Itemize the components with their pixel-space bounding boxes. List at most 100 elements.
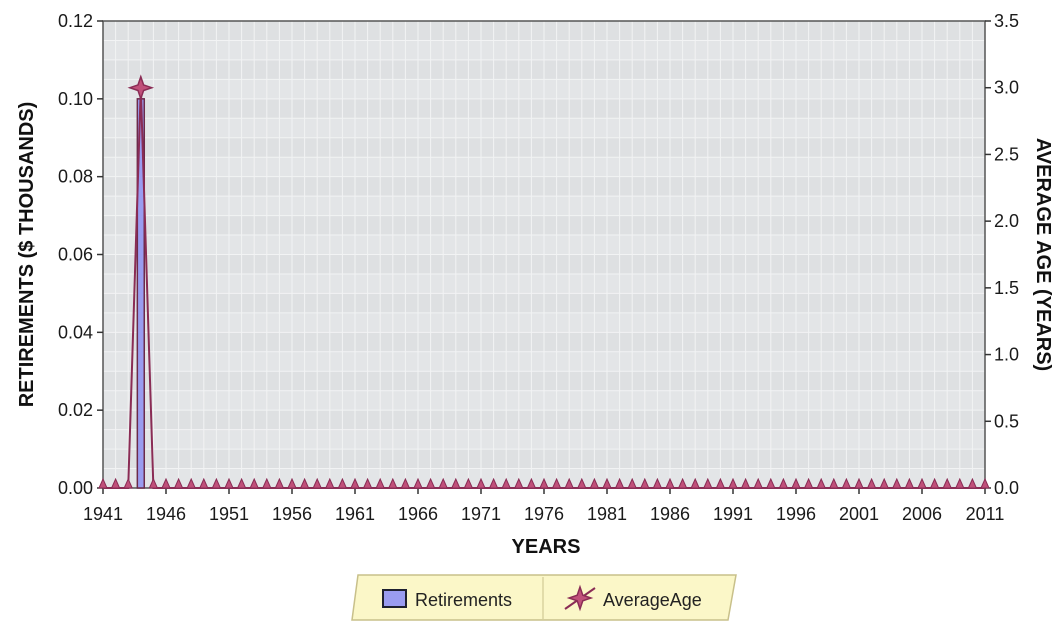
averageage-point	[917, 477, 927, 489]
averageage-point	[652, 477, 663, 489]
averageage-point	[337, 477, 348, 489]
y2-axis-tick-label: 1.0	[994, 345, 1019, 365]
x-axis-tick-label: 1966	[398, 504, 438, 524]
y-axis-tick-label: 0.04	[58, 322, 93, 342]
averageage-point	[413, 477, 423, 489]
averageage-point	[728, 477, 738, 489]
grid-lines	[102, 20, 986, 489]
averageage-point	[98, 477, 108, 489]
legend-label-retirements: Retirements	[415, 590, 512, 610]
averageage-point	[841, 477, 852, 489]
averageage-point	[274, 477, 285, 489]
x-axis-tick-label: 1991	[713, 504, 753, 524]
averageage-point	[803, 477, 814, 489]
x-axis-tick-label: 2011	[966, 504, 1005, 524]
y-axis-tick-label: 0.00	[58, 478, 93, 498]
averageage-point	[854, 477, 864, 489]
y-axis-tick-label: 0.08	[58, 167, 93, 187]
averageage-point	[955, 477, 965, 489]
x-axis-tick-label: 1951	[209, 504, 249, 524]
averageage-point	[589, 477, 600, 489]
averageage-point	[325, 477, 335, 489]
averageage-point	[350, 477, 360, 489]
averageage-point	[388, 477, 398, 489]
averageage-point	[127, 74, 155, 102]
averageage-point	[980, 477, 990, 489]
x-axis-tick-label: 1946	[146, 504, 186, 524]
y2-axis-tick-label: 2.0	[994, 211, 1019, 231]
averageage-point	[967, 477, 978, 489]
averageage-point	[526, 477, 537, 489]
legend-label-averageage: AverageAge	[603, 590, 702, 610]
x-axis-tick-label: 1986	[650, 504, 690, 524]
averageage-point	[551, 477, 562, 489]
averageage-point	[476, 477, 486, 489]
y-axis-tick-label: 0.12	[58, 11, 93, 31]
averageage-point	[677, 477, 688, 489]
averageage-point	[299, 477, 310, 489]
averageage-point	[577, 477, 587, 489]
averageage-point	[690, 477, 700, 489]
averageage-point	[224, 477, 234, 489]
averageage-point	[791, 477, 801, 489]
averageage-point	[123, 477, 133, 489]
averageage-point	[866, 477, 877, 489]
averageage-point	[904, 477, 915, 489]
averageage-point	[614, 477, 625, 489]
averageage-point	[199, 477, 209, 489]
averageage-point	[879, 477, 889, 489]
averageage-point	[110, 477, 121, 489]
averageage-point	[262, 477, 272, 489]
averageage-point	[929, 477, 940, 489]
y2-axis-tick-label: 1.5	[994, 278, 1019, 298]
y-axis-tick-label: 0.06	[58, 245, 93, 265]
x-axis-tick-label: 1981	[587, 504, 627, 524]
averageage-point	[740, 477, 751, 489]
y2-axis-title: AVERAGE AGE (YEARS)	[1032, 138, 1054, 371]
averageage-point	[703, 477, 713, 489]
y2-axis-tick-label: 0.0	[994, 478, 1019, 498]
averageage-point	[766, 477, 776, 489]
y2-axis-tick-label: 3.5	[994, 11, 1019, 31]
y-axis-title: RETIREMENTS ($ THOUSANDS)	[16, 102, 38, 408]
averageage-point	[942, 477, 952, 489]
y2-axis-tick-label: 3.0	[994, 78, 1019, 98]
averageage-point	[148, 477, 159, 489]
averageage-point	[640, 477, 650, 489]
x-axis-tick-label: 1941	[83, 504, 123, 524]
legend-swatch-retirements	[382, 589, 407, 608]
averageage-point	[362, 477, 373, 489]
y2-axis-tick-label: 2.5	[994, 144, 1019, 164]
averageage-point	[829, 477, 839, 489]
x-axis-tick-label: 1976	[524, 504, 564, 524]
averageage-point	[249, 477, 259, 489]
averageage-point	[173, 477, 184, 489]
averageage-point	[451, 477, 461, 489]
legend-box	[351, 574, 737, 621]
x-axis-tick-label: 1971	[461, 504, 501, 524]
averageage-point	[778, 477, 789, 489]
averageage-point	[425, 477, 436, 489]
averageage-point	[438, 477, 448, 489]
averageage-point	[715, 477, 726, 489]
x-axis-tick-label: 2001	[839, 504, 879, 524]
averageage-point	[463, 477, 474, 489]
averageage-point	[236, 477, 247, 489]
x-axis-title: YEARS	[512, 536, 581, 558]
y-axis-tick-label: 0.10	[58, 89, 93, 109]
averageage-point	[514, 477, 524, 489]
y2-axis-tick-label: 0.5	[994, 411, 1019, 431]
averageage-point	[186, 477, 196, 489]
x-axis-tick-label: 2006	[902, 504, 942, 524]
averageage-point	[375, 477, 385, 489]
averageage-point	[501, 477, 511, 489]
averageage-point	[488, 477, 499, 489]
legend-marker-averageage	[566, 584, 594, 612]
averageage-point	[627, 477, 637, 489]
averageage-point	[753, 477, 763, 489]
y-axis-tick-label: 0.02	[58, 400, 93, 420]
averageage-point	[211, 477, 222, 489]
legend: Retirements AverageAge	[351, 574, 737, 621]
averageage-point	[287, 477, 297, 489]
